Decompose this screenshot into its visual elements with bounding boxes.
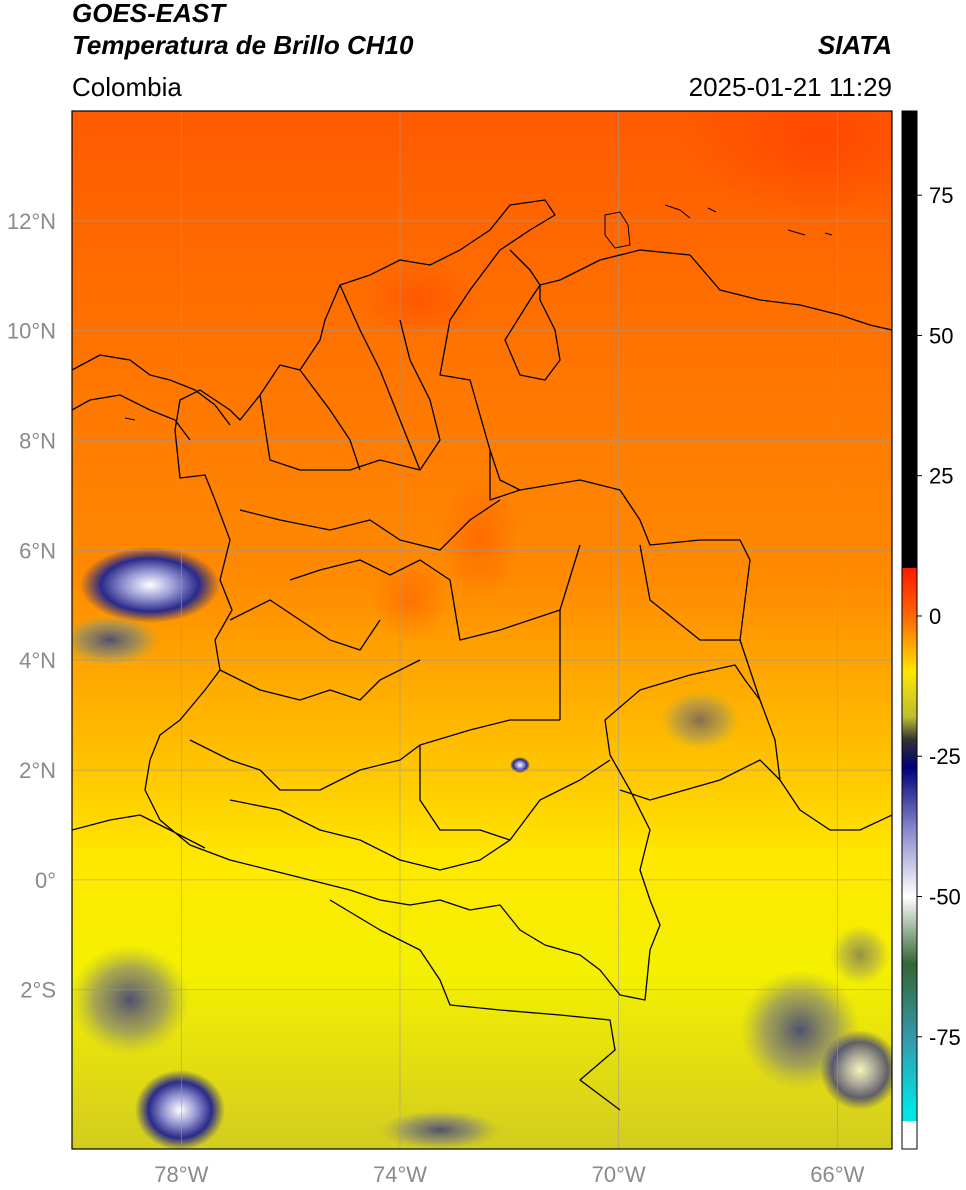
- maracaibo-lake: [504, 284, 561, 381]
- colorbar-tick-label: -75: [929, 1025, 961, 1050]
- lat-tick-label: 12°N: [7, 209, 56, 234]
- political-boundaries: [72, 199, 892, 1111]
- lon-tick-label: 74°W: [373, 1162, 427, 1187]
- organization-label: SIATA: [817, 30, 892, 60]
- lat-tick-label: 2°N: [19, 758, 56, 783]
- lat-tick-label: 6°N: [19, 538, 56, 563]
- panama-coast: [72, 354, 231, 426]
- colorbar-tick-label: 50: [929, 323, 953, 348]
- colorbar-tick-label: 75: [929, 183, 953, 208]
- lon-tick-label: 78°W: [154, 1162, 208, 1187]
- colombia-border: [144, 199, 761, 1001]
- colorbar-tick-label: 25: [929, 464, 953, 489]
- cold-cloud-top: [135, 1070, 225, 1149]
- colorbar-tick-label: -50: [929, 885, 961, 910]
- lat-tick-label: 8°N: [19, 429, 56, 454]
- title-line-2: Temperatura de Brillo CH10: [72, 30, 414, 60]
- colorbar-tick-label: 0: [929, 604, 941, 629]
- title-line-1: GOES-EAST: [72, 0, 226, 28]
- lat-tick-label: 2°S: [20, 978, 56, 1003]
- latitude-axis: 12°N 10°N 8°N 6°N 4°N 2°N 0° 2°S: [7, 209, 56, 1003]
- lat-tick-label: 0°: [35, 868, 56, 893]
- lat-tick-label: 4°N: [19, 648, 56, 673]
- region-label: Colombia: [72, 72, 182, 102]
- brightness-temperature-field: [72, 111, 892, 1149]
- longitude-axis: 78°W 74°W 70°W 66°W: [154, 1162, 864, 1187]
- colorbar-gradient: [902, 111, 917, 1149]
- ecuador-peru-border: [72, 814, 206, 849]
- map-frame: [71, 110, 893, 1150]
- colorbar-tick-label: -25: [929, 744, 961, 769]
- lat-tick-label: 10°N: [7, 319, 56, 344]
- map-panel: [72, 111, 892, 1149]
- caribbean-islands: [124, 204, 833, 421]
- cold-cloud-top: [80, 547, 220, 623]
- lon-tick-label: 66°W: [810, 1162, 864, 1187]
- graticule: [72, 111, 892, 1149]
- lon-tick-label: 70°W: [592, 1162, 646, 1187]
- timestamp: 2025-01-21 11:29: [688, 72, 892, 102]
- colorbar: 75 50 25 0 -25 -50 -75: [901, 110, 961, 1150]
